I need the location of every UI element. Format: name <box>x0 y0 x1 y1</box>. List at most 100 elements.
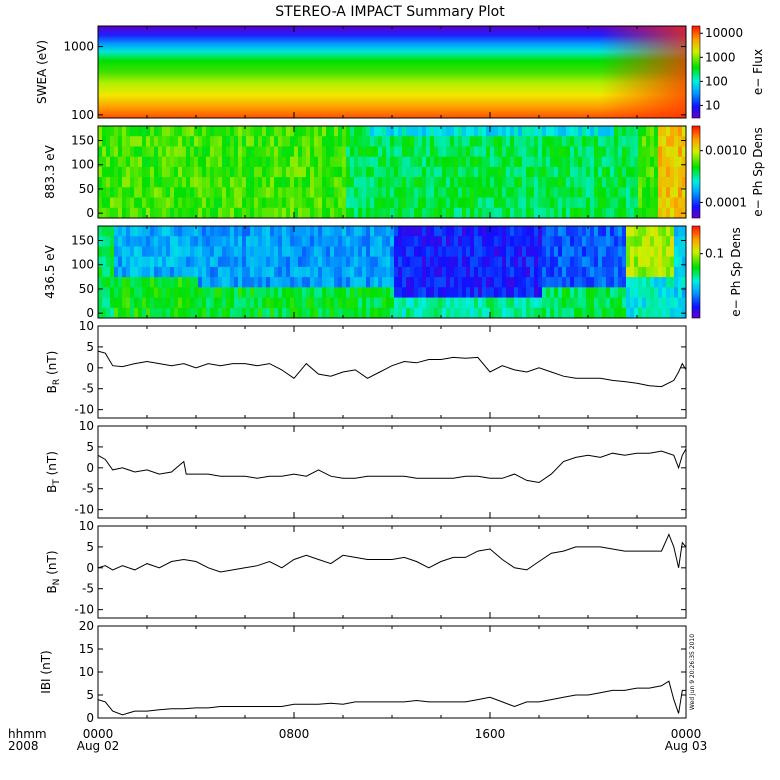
heatmap-cell <box>214 156 219 168</box>
heatmap-cell <box>458 146 463 158</box>
heatmap-cell <box>274 156 279 168</box>
heatmap-cell <box>550 136 555 147</box>
heatmap-cell <box>666 207 671 218</box>
heatmap-cell <box>138 266 143 278</box>
heatmap-cell <box>654 226 659 237</box>
heatmap-cell <box>214 197 219 209</box>
heatmap-cell <box>674 187 679 198</box>
heatmap-cell <box>146 156 151 168</box>
heatmap-cell <box>538 197 543 209</box>
heatmap-cell <box>494 256 499 268</box>
heatmap-cell <box>498 277 503 288</box>
heatmap-cell <box>638 146 643 158</box>
heatmap-cell <box>402 156 407 168</box>
heatmap-cell <box>226 197 231 209</box>
heatmap-cell <box>398 156 403 168</box>
heatmap-cell <box>498 166 503 178</box>
heatmap-cell <box>630 246 635 258</box>
heatmap-cell <box>498 236 503 247</box>
heatmap-cell <box>658 287 663 298</box>
heatmap-cell <box>318 126 323 137</box>
heatmap-cell <box>198 136 203 147</box>
heatmap-cell <box>582 177 587 188</box>
heatmap-cell <box>670 187 675 198</box>
heatmap-cell <box>406 207 411 218</box>
heatmap-cell <box>654 236 659 247</box>
heatmap-cell <box>450 146 455 158</box>
heatmap-cell <box>402 287 407 298</box>
heatmap-cell <box>338 166 343 178</box>
heatmap-cell <box>142 307 147 318</box>
heatmap-cell <box>222 197 227 209</box>
heatmap-cell <box>418 287 423 298</box>
heatmap-cell <box>418 207 423 218</box>
heatmap-cell <box>442 246 447 258</box>
heatmap-cell <box>462 187 467 198</box>
heatmap-cell <box>374 226 379 237</box>
heatmap-cell <box>390 126 395 137</box>
heatmap-cell <box>602 207 607 218</box>
heatmap-cell <box>298 136 303 147</box>
heatmap-cell <box>382 177 387 188</box>
heatmap-cell <box>354 236 359 247</box>
heatmap-cell <box>482 287 487 298</box>
heatmap-cell <box>206 126 211 137</box>
heatmap-cell <box>606 136 611 147</box>
heatmap-cell <box>590 177 595 188</box>
heatmap-cell <box>326 236 331 247</box>
heatmap-cell <box>586 226 591 237</box>
heatmap-cell <box>414 236 419 247</box>
heatmap-cell <box>566 187 571 198</box>
heatmap-cell <box>106 156 111 168</box>
heatmap-cell <box>142 207 147 218</box>
heatmap-cell <box>110 236 115 247</box>
heatmap-cell <box>342 287 347 298</box>
heatmap-cell <box>210 177 215 188</box>
heatmap-cell <box>638 277 643 288</box>
heatmap-cell <box>658 236 663 247</box>
heatmap-cell <box>258 266 263 278</box>
heatmap-cell <box>446 126 451 137</box>
heatmap-cell <box>262 297 267 309</box>
heatmap-cell <box>674 126 679 137</box>
heatmap-cell <box>510 266 515 278</box>
heatmap-cell <box>286 297 291 309</box>
heatmap-cell <box>158 197 163 209</box>
heatmap-cell <box>650 256 655 268</box>
heatmap-cell <box>550 177 555 188</box>
heatmap-cell <box>514 256 519 268</box>
heatmap-cell <box>446 197 451 209</box>
heatmap-cell <box>522 256 527 268</box>
heatmap-cell <box>554 277 559 288</box>
heatmap-cell <box>162 146 167 158</box>
heatmap-cell <box>238 197 243 209</box>
heatmap-cell <box>470 187 475 198</box>
heatmap-cell <box>122 287 127 298</box>
heatmap-cell <box>426 146 431 158</box>
heatmap-cell <box>402 307 407 318</box>
heatmap-cell <box>222 207 227 218</box>
heatmap-cell <box>314 207 319 218</box>
heatmap-cell <box>242 307 247 318</box>
heatmap-cell <box>578 307 583 318</box>
heatmap-cell <box>594 126 599 137</box>
heatmap-cell <box>138 156 143 168</box>
heatmap-cell <box>390 266 395 278</box>
xtick-label: 0000 <box>671 727 702 741</box>
heatmap-cell <box>582 277 587 288</box>
heatmap-cell <box>190 226 195 237</box>
heatmap-cell <box>514 177 519 188</box>
heatmap-cell <box>550 166 555 178</box>
heatmap-cell <box>114 246 119 258</box>
heatmap-cell <box>474 207 479 218</box>
heatmap-cell <box>506 136 511 147</box>
heatmap-cell <box>502 246 507 258</box>
heatmap-cell <box>602 177 607 188</box>
heatmap-cell <box>550 236 555 247</box>
heatmap-cell <box>258 256 263 268</box>
heatmap-cell <box>534 187 539 198</box>
heatmap-cell <box>470 126 475 137</box>
heatmap-cell <box>622 297 627 309</box>
heatmap-cell <box>282 297 287 309</box>
heatmap-cell <box>502 166 507 178</box>
